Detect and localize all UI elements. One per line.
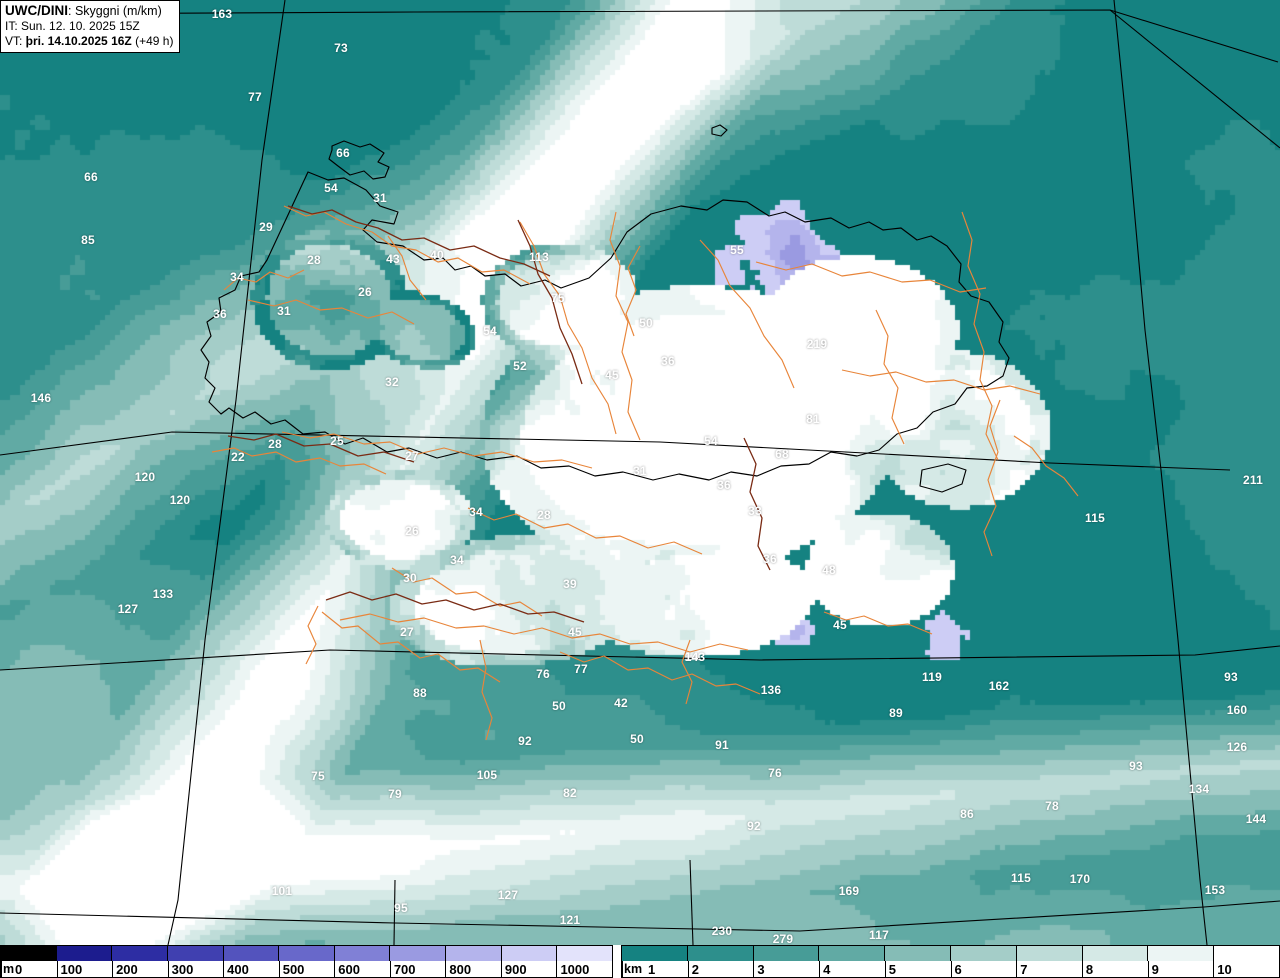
colorbar-swatch [167, 946, 224, 961]
colorbar-tick [622, 961, 623, 978]
colorbar-tick-label: 300 [171, 962, 194, 977]
colorbar-swatch [557, 946, 613, 961]
colorbar-swatch [501, 946, 558, 961]
colorbar-tick-label: 2 [691, 962, 699, 977]
colorbar-swatch [446, 946, 502, 961]
colorbar-kilometers-swatches [622, 946, 1279, 961]
colorbar-meters-ticks: 0 100 200 300 400 500 600 700 800 900 1000 [1, 961, 612, 978]
colorbar-swatch [950, 946, 1017, 961]
colorbar-swatch [1214, 946, 1279, 961]
administrative-border-layer [227, 205, 771, 623]
valid-prefix: VT: [5, 34, 26, 49]
colorbar-swatch [279, 946, 335, 961]
colorbar-swatch [56, 946, 113, 961]
colorbar-swatch [753, 946, 820, 961]
colorbar-tick-label: 3 [757, 962, 765, 977]
colorbar-tick-label: 8 [1085, 962, 1094, 977]
colorbar-tick-label: 500 [282, 962, 305, 977]
colorbar-tick [1213, 961, 1215, 978]
colorbar-tick-label: 10 [1217, 962, 1232, 977]
colorbar-swatch [334, 946, 391, 961]
colorbar-swatch [223, 946, 280, 961]
colorbar-tick [334, 961, 336, 978]
colorbar-swatch [885, 946, 951, 961]
visibility-field-canvas [0, 0, 1280, 945]
colorbar-tick-label: 900 [504, 962, 527, 977]
colorbar-tick [1081, 961, 1083, 978]
map-vector-overlay [0, 0, 1280, 945]
colorbar-tick [950, 961, 952, 978]
colorbar-tick-label: 9 [1151, 962, 1159, 977]
colorbar-tick-label: 5 [888, 962, 897, 977]
model-name: UWC/DINI [5, 3, 68, 18]
colorbar-tick [753, 961, 755, 978]
colorbar-tick [445, 961, 447, 978]
valid-offset: (+49 h) [131, 34, 174, 49]
colorbar-kilometers-unit: km [624, 962, 643, 976]
colorbar-tick [278, 961, 280, 978]
colorbar-tick [223, 961, 225, 978]
colorbar-swatch [1016, 946, 1083, 961]
colorbar-tick [819, 961, 821, 978]
colorbar-tick [500, 961, 502, 978]
colorbar-tick-label: 700 [393, 962, 416, 977]
colorbar-swatch [622, 946, 688, 961]
colorbar-tick-label: 0 [15, 962, 23, 977]
colorbar-swatch [112, 946, 168, 961]
colorbar-meters[interactable]: 0 100 200 300 400 500 600 700 800 900 1000 m [0, 945, 613, 978]
colorbar-tick-label: 1 [648, 962, 656, 977]
colorbar-tick-label: 600 [338, 962, 360, 977]
colorbar-tick-label: 6 [954, 962, 962, 977]
colorbar-tick [884, 961, 886, 978]
colorbar-tick [167, 961, 169, 978]
valid-time: þri. 14.10.2025 16Z [25, 34, 132, 49]
colorbar-tick [56, 961, 58, 978]
colorbar-kilometers[interactable]: 1 2 3 4 5 6 7 8 9 10 km [621, 945, 1280, 978]
colorbar-tick [112, 961, 114, 978]
colorbar-tick-label: 200 [116, 962, 138, 977]
colorbar-meters-swatches [1, 946, 613, 961]
colorbar-kilometers-ticks: 1 2 3 4 5 6 7 8 9 10 [622, 961, 1279, 978]
colorbar-tick [687, 961, 689, 978]
info-line-init: IT: Sun. 12. 10. 2025 15Z [5, 19, 140, 34]
colorbar-swatch [687, 946, 754, 961]
colorbar-swatch [819, 946, 886, 961]
colorbar-swatch [1082, 946, 1149, 961]
model-info-box: UWC/DINI: Skyggni (m/km) IT: Sun. 12. 10… [0, 0, 181, 53]
colorbar-tick [1, 961, 2, 978]
map-area[interactable]: 163 73 77 66 85 66 54 31 29 28 43 40 34 26 36 31 113 75 55… [0, 0, 1280, 945]
parameter-name: : Skyggni (m/km) [68, 4, 162, 18]
colorbar-tick-label: 400 [227, 962, 249, 977]
colorbar-tick [1016, 961, 1018, 978]
colorbar-meters-unit: m [3, 962, 15, 976]
info-line-model: UWC/DINI: Skyggni (m/km) [5, 3, 173, 19]
colorbar-swatch [1, 946, 57, 961]
colorbar-tick-label: 7 [1020, 962, 1028, 977]
lat-lon-grid [0, 0, 1280, 945]
legend-bar: 0 100 200 300 400 500 600 700 800 900 1000 m 1 2 3 4 5… [0, 945, 1280, 978]
colorbar-tick-label: 800 [449, 962, 472, 977]
colorbar-tick-label: 1000 [560, 962, 590, 977]
coastline-layer [200, 124, 1010, 493]
colorbar-tick [1147, 961, 1149, 978]
colorbar-swatch [390, 946, 447, 961]
info-line-valid: VT: þri. 14.10.2025 16Z (+49 h) [5, 34, 173, 49]
colorbar-swatch [1148, 946, 1215, 961]
colorbar-tick [389, 961, 391, 978]
colorbar-tick-label: 4 [823, 962, 831, 977]
road-network-layer [211, 205, 1079, 741]
colorbar-tick-label: 100 [60, 962, 83, 977]
colorbar-tick [556, 961, 558, 978]
